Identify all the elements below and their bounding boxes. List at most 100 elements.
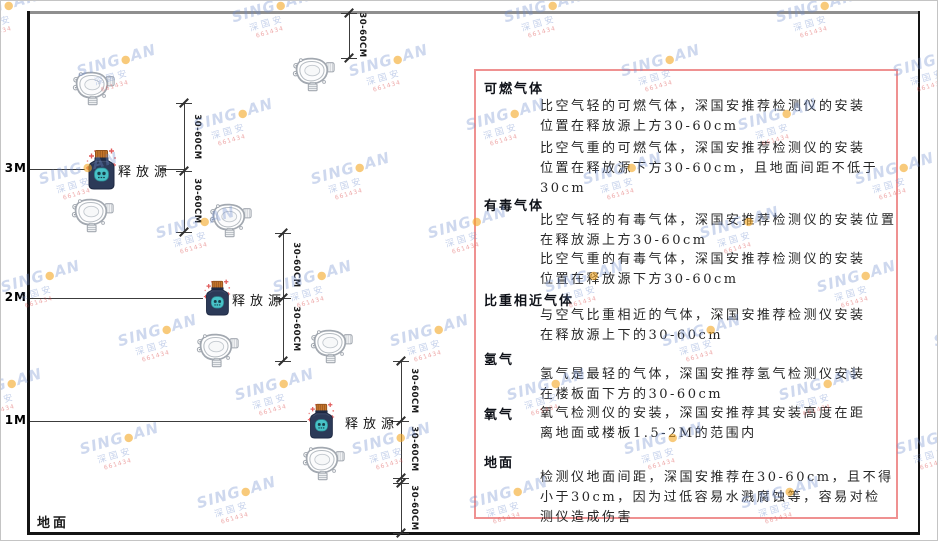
height-level-line	[30, 421, 307, 422]
watermark-dot-icon: ●	[391, 51, 405, 67]
right-wall-line	[918, 11, 920, 534]
watermark-code: 661434	[1, 24, 13, 40]
panel-paragraph: 检测仪地面间距，深国安推荐在30-60cm，且不得 小于30cm，因为过低容易水溅…	[540, 468, 894, 528]
watermark-dot-icon: ●	[43, 267, 57, 283]
watermark-dot-icon: ●	[5, 375, 19, 391]
panel-text-line: 在释放源上方30-60cm	[540, 233, 708, 248]
watermark-code: 661434	[372, 78, 402, 94]
gas-detector-icon	[71, 198, 114, 233]
watermark-company: 深国安	[792, 14, 830, 35]
installation-guide-panel: 可燃气体 比空气轻的可燃气体，深国安推荐检测仪的安装 位置在释放源上方30-60cm…	[474, 69, 898, 525]
watermark-brand: SING●AN	[194, 472, 279, 513]
dimension-line	[349, 13, 350, 58]
height-label: 2M	[4, 290, 27, 304]
watermark-dot-icon: ●	[897, 159, 911, 175]
watermark-code: 661434	[919, 456, 938, 472]
panel-text-line: 氢气是最轻的气体，深国安推荐氢气检测仪安装	[540, 367, 866, 382]
panel-text-line: 比空气轻的有毒气体，深国安推荐检测仪的安装位置	[540, 213, 897, 228]
release-source-icon	[307, 402, 335, 439]
watermark-company: 深国安	[213, 500, 251, 521]
watermark-company: 深国安	[406, 338, 444, 359]
watermark-dot-icon: ●	[277, 375, 291, 391]
height-level-line-ext	[161, 169, 184, 170]
panel-section-heading: 可燃气体	[484, 82, 545, 97]
panel-paragraph: 比空气轻的可燃气体，深国安推荐检测仪的安装 位置在释放源上方30-60cm	[540, 97, 866, 137]
panel-paragraph: 比空气重的可燃气体，深国安推荐检测仪的安装 位置在释放源下方30-60cm，且地面…	[540, 139, 878, 199]
panel-text-line: 在楼板面下方的30-60cm	[540, 387, 724, 402]
dimension-label: 30-60CM	[291, 306, 301, 352]
watermark-brand: SING●AN	[115, 310, 200, 351]
watermark-brand: SING●AN	[77, 418, 162, 459]
release-source-icon	[85, 148, 117, 190]
watermark-brand: SING●AN	[893, 428, 938, 459]
release-source-label: 释放源	[345, 417, 400, 432]
panel-text-line: 位置在释放源下方30-60cm，且地面间距不低于	[540, 161, 879, 176]
watermark-company: 深国安	[134, 338, 172, 359]
dimension-label: 30-60CM	[357, 12, 367, 58]
watermark-brand: SING●AN	[387, 310, 472, 351]
gas-detector-icon	[209, 203, 252, 238]
panel-paragraph: 比空气轻的有毒气体，深国安推荐检测仪的安装位置 在释放源上方30-60cm	[540, 211, 897, 251]
dimension-label: 30-60CM	[409, 368, 419, 414]
gas-detector-icon	[310, 329, 353, 364]
watermark-company: 深国安	[368, 446, 406, 467]
watermark-brand: SING●AN	[191, 94, 276, 135]
watermark-company: 深国安	[909, 68, 938, 89]
watermark-dot-icon: ●	[432, 321, 446, 337]
dimension-label: 30-60CM	[291, 242, 301, 288]
panel-section-heading: 地面	[484, 456, 515, 471]
watermark-dot-icon: ●	[353, 159, 367, 175]
gas-detector-icon	[292, 57, 335, 92]
watermark-code: 661434	[334, 186, 364, 202]
watermark-code: 661434	[799, 24, 829, 40]
dimension-label: 30-60CM	[409, 485, 419, 531]
release-source-label: 释放源	[118, 165, 173, 180]
panel-text-line: 位置在释放源上方30-60cm	[540, 119, 739, 134]
panel-text-line: 30cm	[540, 181, 587, 196]
watermark-company: 深国安	[1, 392, 17, 413]
watermark-dot-icon: ●	[160, 321, 174, 337]
watermark-brand: SING●AN	[931, 320, 938, 351]
watermark-brand: SING●AN	[308, 148, 393, 189]
watermark-company: 深国安	[365, 68, 403, 89]
watermark-company: 深国安	[96, 446, 134, 467]
release-source-icon	[203, 279, 231, 316]
watermark-code: 661434	[296, 294, 326, 310]
panel-text-line: 检测仪地面间距，深国安推荐在30-60cm，且不得	[540, 470, 894, 485]
watermark-code: 661434	[375, 456, 405, 472]
gas-detector-icon	[302, 446, 345, 481]
watermark-dot-icon: ●	[315, 267, 329, 283]
watermark-company: 深国安	[912, 446, 938, 467]
watermark-company: 深国安	[248, 14, 286, 35]
gas-detector-icon	[72, 71, 115, 106]
panel-text-line: 测仪造成伤害	[540, 510, 634, 525]
watermark-code: 661434	[217, 132, 247, 148]
watermark-dot-icon: ●	[239, 483, 253, 499]
panel-section-heading: 有毒气体	[484, 199, 545, 214]
release-source-label: 释放源	[232, 294, 287, 309]
dimension-label: 30-60CM	[192, 178, 202, 224]
panel-paragraph: 与空气比重相近的气体，深国安推荐检测仪安装 在释放源上下的30-60cm	[540, 306, 866, 346]
watermark-dot-icon: ●	[663, 51, 677, 67]
left-wall-line	[27, 11, 30, 534]
floor-label: 地面	[37, 516, 70, 531]
height-label: 1M	[4, 413, 27, 427]
watermark-brand: SING●AN	[1, 364, 45, 405]
height-level-line	[30, 169, 85, 170]
gas-detector-icon	[196, 333, 239, 368]
panel-text-line: 离地面或楼板1.5-2M的范围内	[540, 426, 757, 441]
watermark-company: 深国安	[210, 122, 248, 143]
watermark-code: 661434	[413, 348, 443, 364]
panel-section-heading: 氧气	[484, 408, 515, 423]
watermark-dot-icon: ●	[122, 429, 136, 445]
